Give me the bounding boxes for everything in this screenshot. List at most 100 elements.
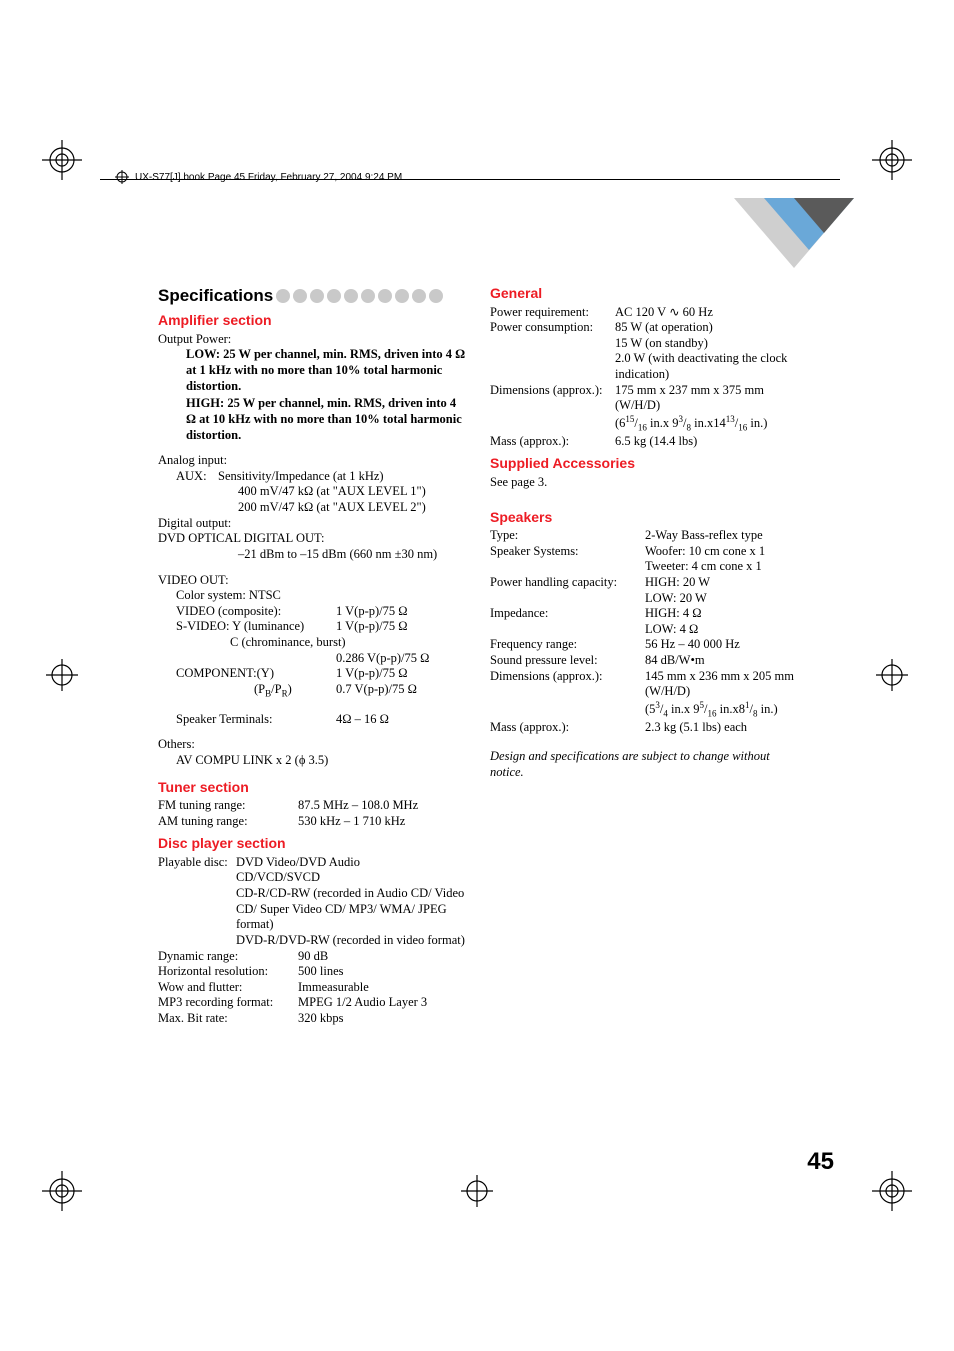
speaker-dim-label: Dimensions (approx.): xyxy=(490,669,645,700)
speaker-type-label: Type: xyxy=(490,528,645,544)
power-cons-label: Power consumption: xyxy=(490,320,615,336)
playable-4: DVD-R/DVD-RW (recorded in video format) xyxy=(158,933,466,949)
mp3-value: MPEG 1/2 Audio Layer 3 xyxy=(298,995,427,1011)
power-cons-3: 2.0 W (with deactivating the clock indic… xyxy=(490,351,798,382)
decor-dot xyxy=(327,289,341,303)
speaker-terminals-value: 4Ω – 16 Ω xyxy=(336,712,389,728)
imp-1: HIGH: 4 Ω xyxy=(645,606,702,622)
power-req-label: Power requirement: xyxy=(490,305,615,321)
output-power-label: Output Power: xyxy=(158,332,466,348)
dvd-optical-value: –21 dBm to –15 dBm (660 nm ±30 nm) xyxy=(158,547,466,563)
disc-heading: Disc player section xyxy=(158,835,466,853)
pbpr-value: 0.7 V(p-p)/75 Ω xyxy=(336,682,417,700)
imp-2: LOW: 4 Ω xyxy=(490,622,798,638)
color-system: Color system: NTSC xyxy=(158,588,466,604)
spl-label: Sound pressure level: xyxy=(490,653,645,669)
header-text: UX-S77[J].book Page 45 Friday, February … xyxy=(135,172,402,183)
analog-input-label: Analog input: xyxy=(158,453,466,469)
aux-line3: 200 mV/47 kΩ (at "AUX LEVEL 2") xyxy=(158,500,466,516)
avcompu-value: AV COMPU LINK x 2 (ϕ 3.5) xyxy=(158,753,466,769)
decor-dot xyxy=(310,289,324,303)
freq-label: Frequency range: xyxy=(490,637,645,653)
playable-2: CD/VCD/SVCD xyxy=(158,870,466,886)
hres-value: 500 lines xyxy=(298,964,343,980)
crop-mark-icon xyxy=(42,1171,82,1211)
am-range-value: 530 kHz – 1 710 kHz xyxy=(298,814,405,830)
power-req-value: AC 120 V ∿ 60 Hz xyxy=(615,305,713,321)
decor-dot xyxy=(429,289,443,303)
crop-mark-icon xyxy=(872,1171,912,1211)
general-heading: General xyxy=(490,285,798,303)
digital-output-label: Digital output: xyxy=(158,516,466,532)
spl-value: 84 dB/W•m xyxy=(645,653,705,669)
dynamic-range-label: Dynamic range: xyxy=(158,949,298,965)
dimensions-label: Dimensions (approx.): xyxy=(490,383,615,414)
mass-label: Mass (approx.): xyxy=(490,434,615,450)
aux-line1: Sensitivity/Impedance (at 1 kHz) xyxy=(218,469,384,485)
speaker-mass-value: 2.3 kg (5.1 lbs) each xyxy=(645,720,747,736)
dynamic-range-value: 90 dB xyxy=(298,949,328,965)
page-number: 45 xyxy=(807,1148,834,1176)
specifications-title-row: Specifications xyxy=(158,285,466,306)
wow-label: Wow and flutter: xyxy=(158,980,298,996)
aux-label: AUX: xyxy=(158,469,218,485)
chrominance-label: C (chrominance, burst) xyxy=(158,635,466,651)
speaker-terminals-label: Speaker Terminals: xyxy=(176,712,336,728)
pbpr-label: (PB/PR) xyxy=(254,682,336,700)
svideo-label: S-VIDEO: Y (luminance) xyxy=(176,619,336,635)
bitrate-value: 320 kbps xyxy=(298,1011,344,1027)
crop-mark-icon xyxy=(42,655,82,695)
phc-label: Power handling capacity: xyxy=(490,575,645,591)
freq-value: 56 Hz – 40 000 Hz xyxy=(645,637,740,653)
decor-dot xyxy=(344,289,358,303)
crosshair-icon xyxy=(115,170,129,184)
supplied-heading: Supplied Accessories xyxy=(490,455,798,473)
component-value: 1 V(p-p)/75 Ω xyxy=(336,666,408,682)
dvd-optical-label: DVD OPTICAL DIGITAL OUT: xyxy=(158,531,466,547)
crop-mark-icon xyxy=(872,655,912,695)
power-cons-1: 85 W (at operation) xyxy=(615,320,713,336)
aux-line2: 400 mV/47 kΩ (at "AUX LEVEL 1") xyxy=(158,484,466,500)
speaker-dim-1: 145 mm x 236 mm x 205 mm (W/H/D) xyxy=(645,669,798,700)
specifications-title: Specifications xyxy=(158,285,273,306)
decor-dot xyxy=(378,289,392,303)
fm-range-value: 87.5 MHz – 108.0 MHz xyxy=(298,798,418,814)
playable-label: Playable disc: xyxy=(158,855,236,871)
dimensions-2: (615/16 in.x 93/8 in.x1413/16 in.) xyxy=(490,414,798,434)
speaker-dim-2: (53/4 in.x 95/16 in.x81/8 in.) xyxy=(490,700,798,720)
video-out-label: VIDEO OUT: xyxy=(158,573,466,589)
dimensions-1: 175 mm x 237 mm x 375 mm (W/H/D) xyxy=(615,383,798,414)
design-note: Design and specifications are subject to… xyxy=(490,749,798,780)
supplied-text: See page 3. xyxy=(490,475,798,491)
decor-dot xyxy=(361,289,375,303)
chrominance-value: 0.286 V(p-p)/75 Ω xyxy=(336,651,429,667)
output-high: HIGH: 25 W per channel, min. RMS, driven… xyxy=(158,396,466,443)
svideo-value: 1 V(p-p)/75 Ω xyxy=(336,619,408,635)
component-label: COMPONENT:(Y) xyxy=(176,666,336,682)
composite-value: 1 V(p-p)/75 Ω xyxy=(336,604,408,620)
playable-1: DVD Video/DVD Audio xyxy=(236,855,360,871)
speaker-sys-1: Woofer: 10 cm cone x 1 xyxy=(645,544,765,560)
speakers-heading: Speakers xyxy=(490,509,798,527)
others-label: Others: xyxy=(158,737,466,753)
phc-1: HIGH: 20 W xyxy=(645,575,710,591)
hres-label: Horizontal resolution: xyxy=(158,964,298,980)
speaker-type-value: 2-Way Bass-reflex type xyxy=(645,528,763,544)
crop-mark-icon xyxy=(42,140,82,180)
power-cons-2: 15 W (on standby) xyxy=(490,336,798,352)
crop-mark-icon xyxy=(872,140,912,180)
decor-dot xyxy=(276,289,290,303)
am-range-label: AM tuning range: xyxy=(158,814,298,830)
corner-triangle-art xyxy=(734,198,854,268)
speaker-sys-2: Tweeter: 4 cm cone x 1 xyxy=(490,559,798,575)
phc-2: LOW: 20 W xyxy=(490,591,798,607)
crop-mark-icon xyxy=(457,1171,497,1211)
bitrate-label: Max. Bit rate: xyxy=(158,1011,298,1027)
tuner-heading: Tuner section xyxy=(158,779,466,797)
composite-label: VIDEO (composite): xyxy=(176,604,336,620)
amplifier-heading: Amplifier section xyxy=(158,312,466,330)
imp-label: Impedance: xyxy=(490,606,645,622)
decor-dot xyxy=(395,289,409,303)
wow-value: Immeasurable xyxy=(298,980,369,996)
decor-dot xyxy=(412,289,426,303)
